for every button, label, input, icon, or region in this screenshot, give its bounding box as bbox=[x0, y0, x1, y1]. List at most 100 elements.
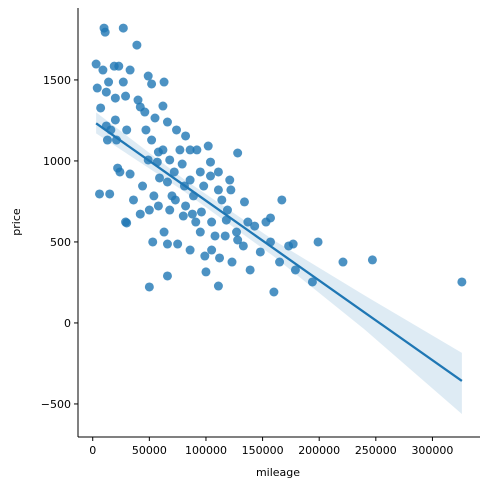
point bbox=[207, 217, 217, 227]
x-tick-label: 100000 bbox=[185, 444, 227, 457]
point bbox=[169, 167, 179, 177]
point bbox=[173, 239, 183, 249]
y-axis-label: price bbox=[10, 208, 23, 236]
point bbox=[170, 195, 180, 205]
point bbox=[105, 189, 115, 199]
point bbox=[192, 145, 202, 155]
point bbox=[102, 135, 112, 145]
point bbox=[153, 147, 163, 157]
point bbox=[158, 101, 168, 111]
point bbox=[255, 247, 265, 257]
point bbox=[162, 271, 172, 281]
point bbox=[118, 23, 128, 33]
point bbox=[104, 77, 114, 87]
point bbox=[215, 253, 225, 263]
point bbox=[100, 27, 110, 37]
point bbox=[144, 282, 154, 292]
point bbox=[110, 115, 120, 125]
point bbox=[213, 281, 223, 291]
point bbox=[135, 209, 145, 219]
point bbox=[195, 167, 205, 177]
point bbox=[122, 125, 132, 135]
point bbox=[185, 145, 195, 155]
point bbox=[213, 185, 223, 195]
point bbox=[150, 113, 160, 123]
point bbox=[196, 207, 206, 217]
point bbox=[138, 181, 148, 191]
point bbox=[233, 148, 243, 158]
point bbox=[181, 131, 191, 141]
point bbox=[457, 277, 467, 287]
point bbox=[165, 155, 175, 165]
y-tick-label: 1000 bbox=[43, 155, 71, 168]
point bbox=[159, 77, 169, 87]
point bbox=[307, 277, 317, 287]
point bbox=[113, 163, 123, 173]
x-tick-label: 200000 bbox=[298, 444, 340, 457]
x-tick-label: 0 bbox=[89, 444, 96, 457]
point bbox=[121, 91, 131, 101]
point bbox=[148, 237, 158, 247]
point bbox=[266, 213, 276, 223]
point bbox=[220, 231, 230, 241]
x-tick-label: 300000 bbox=[411, 444, 453, 457]
point bbox=[91, 59, 101, 69]
point bbox=[226, 185, 236, 195]
x-axis-label: mileage bbox=[256, 466, 300, 479]
point bbox=[243, 217, 253, 227]
point bbox=[187, 209, 197, 219]
point bbox=[213, 167, 223, 177]
point bbox=[110, 93, 120, 103]
point bbox=[141, 125, 151, 135]
point bbox=[153, 201, 163, 211]
point bbox=[165, 205, 175, 215]
point bbox=[128, 195, 138, 205]
point bbox=[140, 107, 150, 117]
point bbox=[207, 245, 217, 255]
y-tick-label: 0 bbox=[64, 317, 71, 330]
point bbox=[238, 241, 248, 251]
point bbox=[245, 265, 255, 275]
point bbox=[222, 205, 232, 215]
point bbox=[155, 173, 165, 183]
point bbox=[185, 175, 195, 185]
point bbox=[250, 221, 260, 231]
point bbox=[217, 195, 227, 205]
point bbox=[367, 255, 377, 265]
point bbox=[290, 265, 300, 275]
point bbox=[227, 257, 237, 267]
x-tick-label: 50000 bbox=[132, 444, 167, 457]
point bbox=[92, 83, 102, 93]
point bbox=[147, 79, 157, 89]
point bbox=[122, 218, 132, 228]
point bbox=[225, 175, 235, 185]
point bbox=[101, 87, 111, 97]
point bbox=[338, 257, 348, 267]
y-tick-label: 1500 bbox=[43, 74, 71, 87]
point bbox=[96, 103, 106, 113]
point bbox=[269, 287, 279, 297]
point bbox=[181, 201, 191, 211]
point bbox=[313, 237, 323, 247]
point bbox=[114, 61, 124, 71]
point bbox=[112, 135, 122, 145]
y-tick-label: 500 bbox=[50, 236, 71, 249]
regression-line bbox=[95, 122, 463, 382]
point bbox=[118, 77, 128, 87]
point bbox=[200, 251, 210, 261]
point bbox=[233, 235, 243, 245]
point bbox=[95, 189, 105, 199]
point bbox=[133, 95, 143, 105]
point bbox=[132, 40, 142, 50]
x-tick-label: 250000 bbox=[355, 444, 397, 457]
y-tick-label: −500 bbox=[41, 398, 71, 411]
point bbox=[277, 195, 287, 205]
point bbox=[125, 169, 135, 179]
point bbox=[205, 171, 215, 181]
point bbox=[239, 197, 249, 207]
point bbox=[162, 177, 172, 187]
point bbox=[288, 239, 298, 249]
point bbox=[203, 141, 213, 151]
point bbox=[205, 157, 215, 167]
